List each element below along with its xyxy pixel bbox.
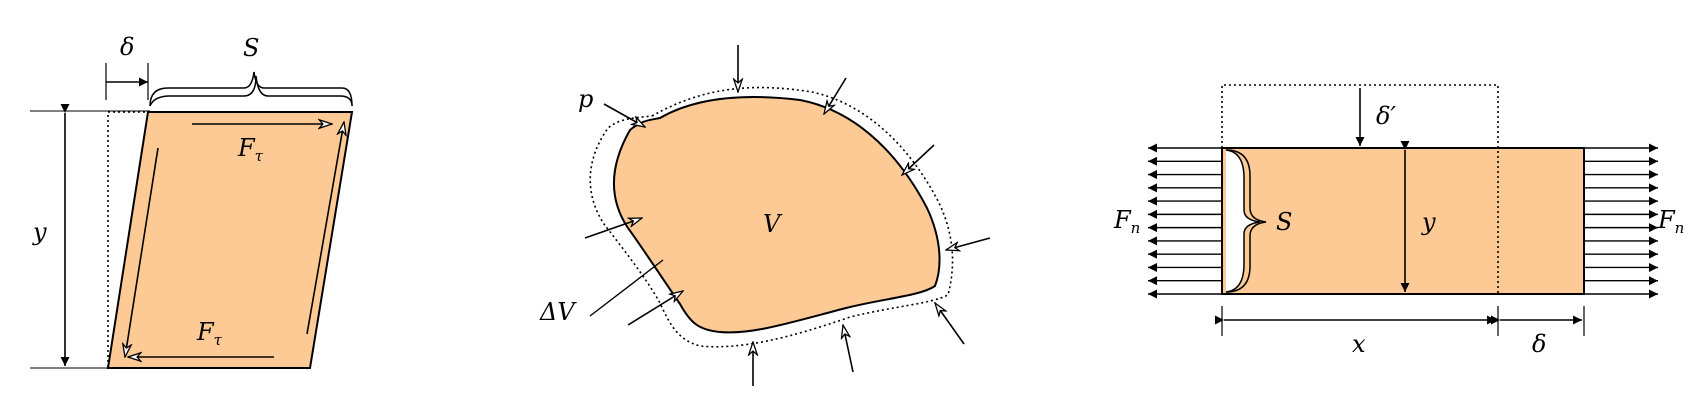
pressure-arrow — [627, 291, 683, 326]
tension-area-label: S — [1276, 208, 1292, 236]
pressure-arrow — [824, 77, 847, 114]
shear-force-left-arrow — [125, 147, 159, 357]
bulk-panel: V p ΔV — [539, 45, 991, 386]
pressure-arrow — [603, 103, 645, 127]
pressure-arrow — [584, 217, 642, 239]
shear-area-brace — [149, 71, 353, 107]
tension-area-brace — [1225, 149, 1267, 293]
pressure-arrow — [946, 237, 991, 250]
tension-force-right-base: F — [1657, 206, 1676, 234]
shear-force-bottom-label: Fτ — [196, 318, 223, 349]
bulk-volume-change-leader — [589, 259, 664, 317]
tension-delta-prime-label: δ′ — [1376, 102, 1396, 130]
tension-force-right-label: Fn — [1657, 206, 1684, 237]
shear-area-label: S — [243, 34, 259, 62]
shear-force-top-base: F — [237, 134, 256, 162]
tension-panel: δ′ y S Fn Fn x δ — [1113, 84, 1684, 358]
shear-delta-label: δ — [120, 33, 134, 61]
tension-original-outline — [1221, 84, 1499, 294]
shear-force-bottom-sub: τ — [214, 331, 223, 349]
tension-delta-label: δ — [1532, 330, 1546, 358]
tension-height-label: y — [1421, 208, 1436, 236]
tension-force-left-label: Fn — [1113, 206, 1140, 237]
bulk-pressure-label: p — [578, 85, 593, 113]
shear-body — [106, 111, 354, 369]
pressure-arrow — [935, 303, 965, 345]
shear-force-right-arrow — [306, 122, 344, 335]
tension-left-force-arrows — [1148, 143, 1222, 299]
bulk-pressure-arrows — [584, 45, 991, 386]
shear-force-top-label: Fτ — [237, 134, 264, 165]
tension-force-left-base: F — [1113, 206, 1132, 234]
shear-panel: y δ S Fτ Fτ — [30, 33, 354, 369]
tension-force-left-sub: n — [1131, 219, 1141, 237]
bulk-volume-change-label: ΔV — [539, 298, 577, 326]
tension-force-right-sub: n — [1675, 219, 1685, 237]
shear-force-top-sub: τ — [255, 147, 264, 165]
tension-length-label: x — [1352, 330, 1366, 358]
tension-right-force-arrows — [1584, 143, 1658, 299]
bulk-body — [612, 96, 941, 334]
pressure-arrow — [902, 144, 935, 175]
bulk-volume-label: V — [763, 210, 783, 238]
pressure-arrow — [843, 325, 854, 373]
shear-force-bottom-base: F — [196, 318, 215, 346]
shear-height-label: y — [32, 218, 47, 246]
